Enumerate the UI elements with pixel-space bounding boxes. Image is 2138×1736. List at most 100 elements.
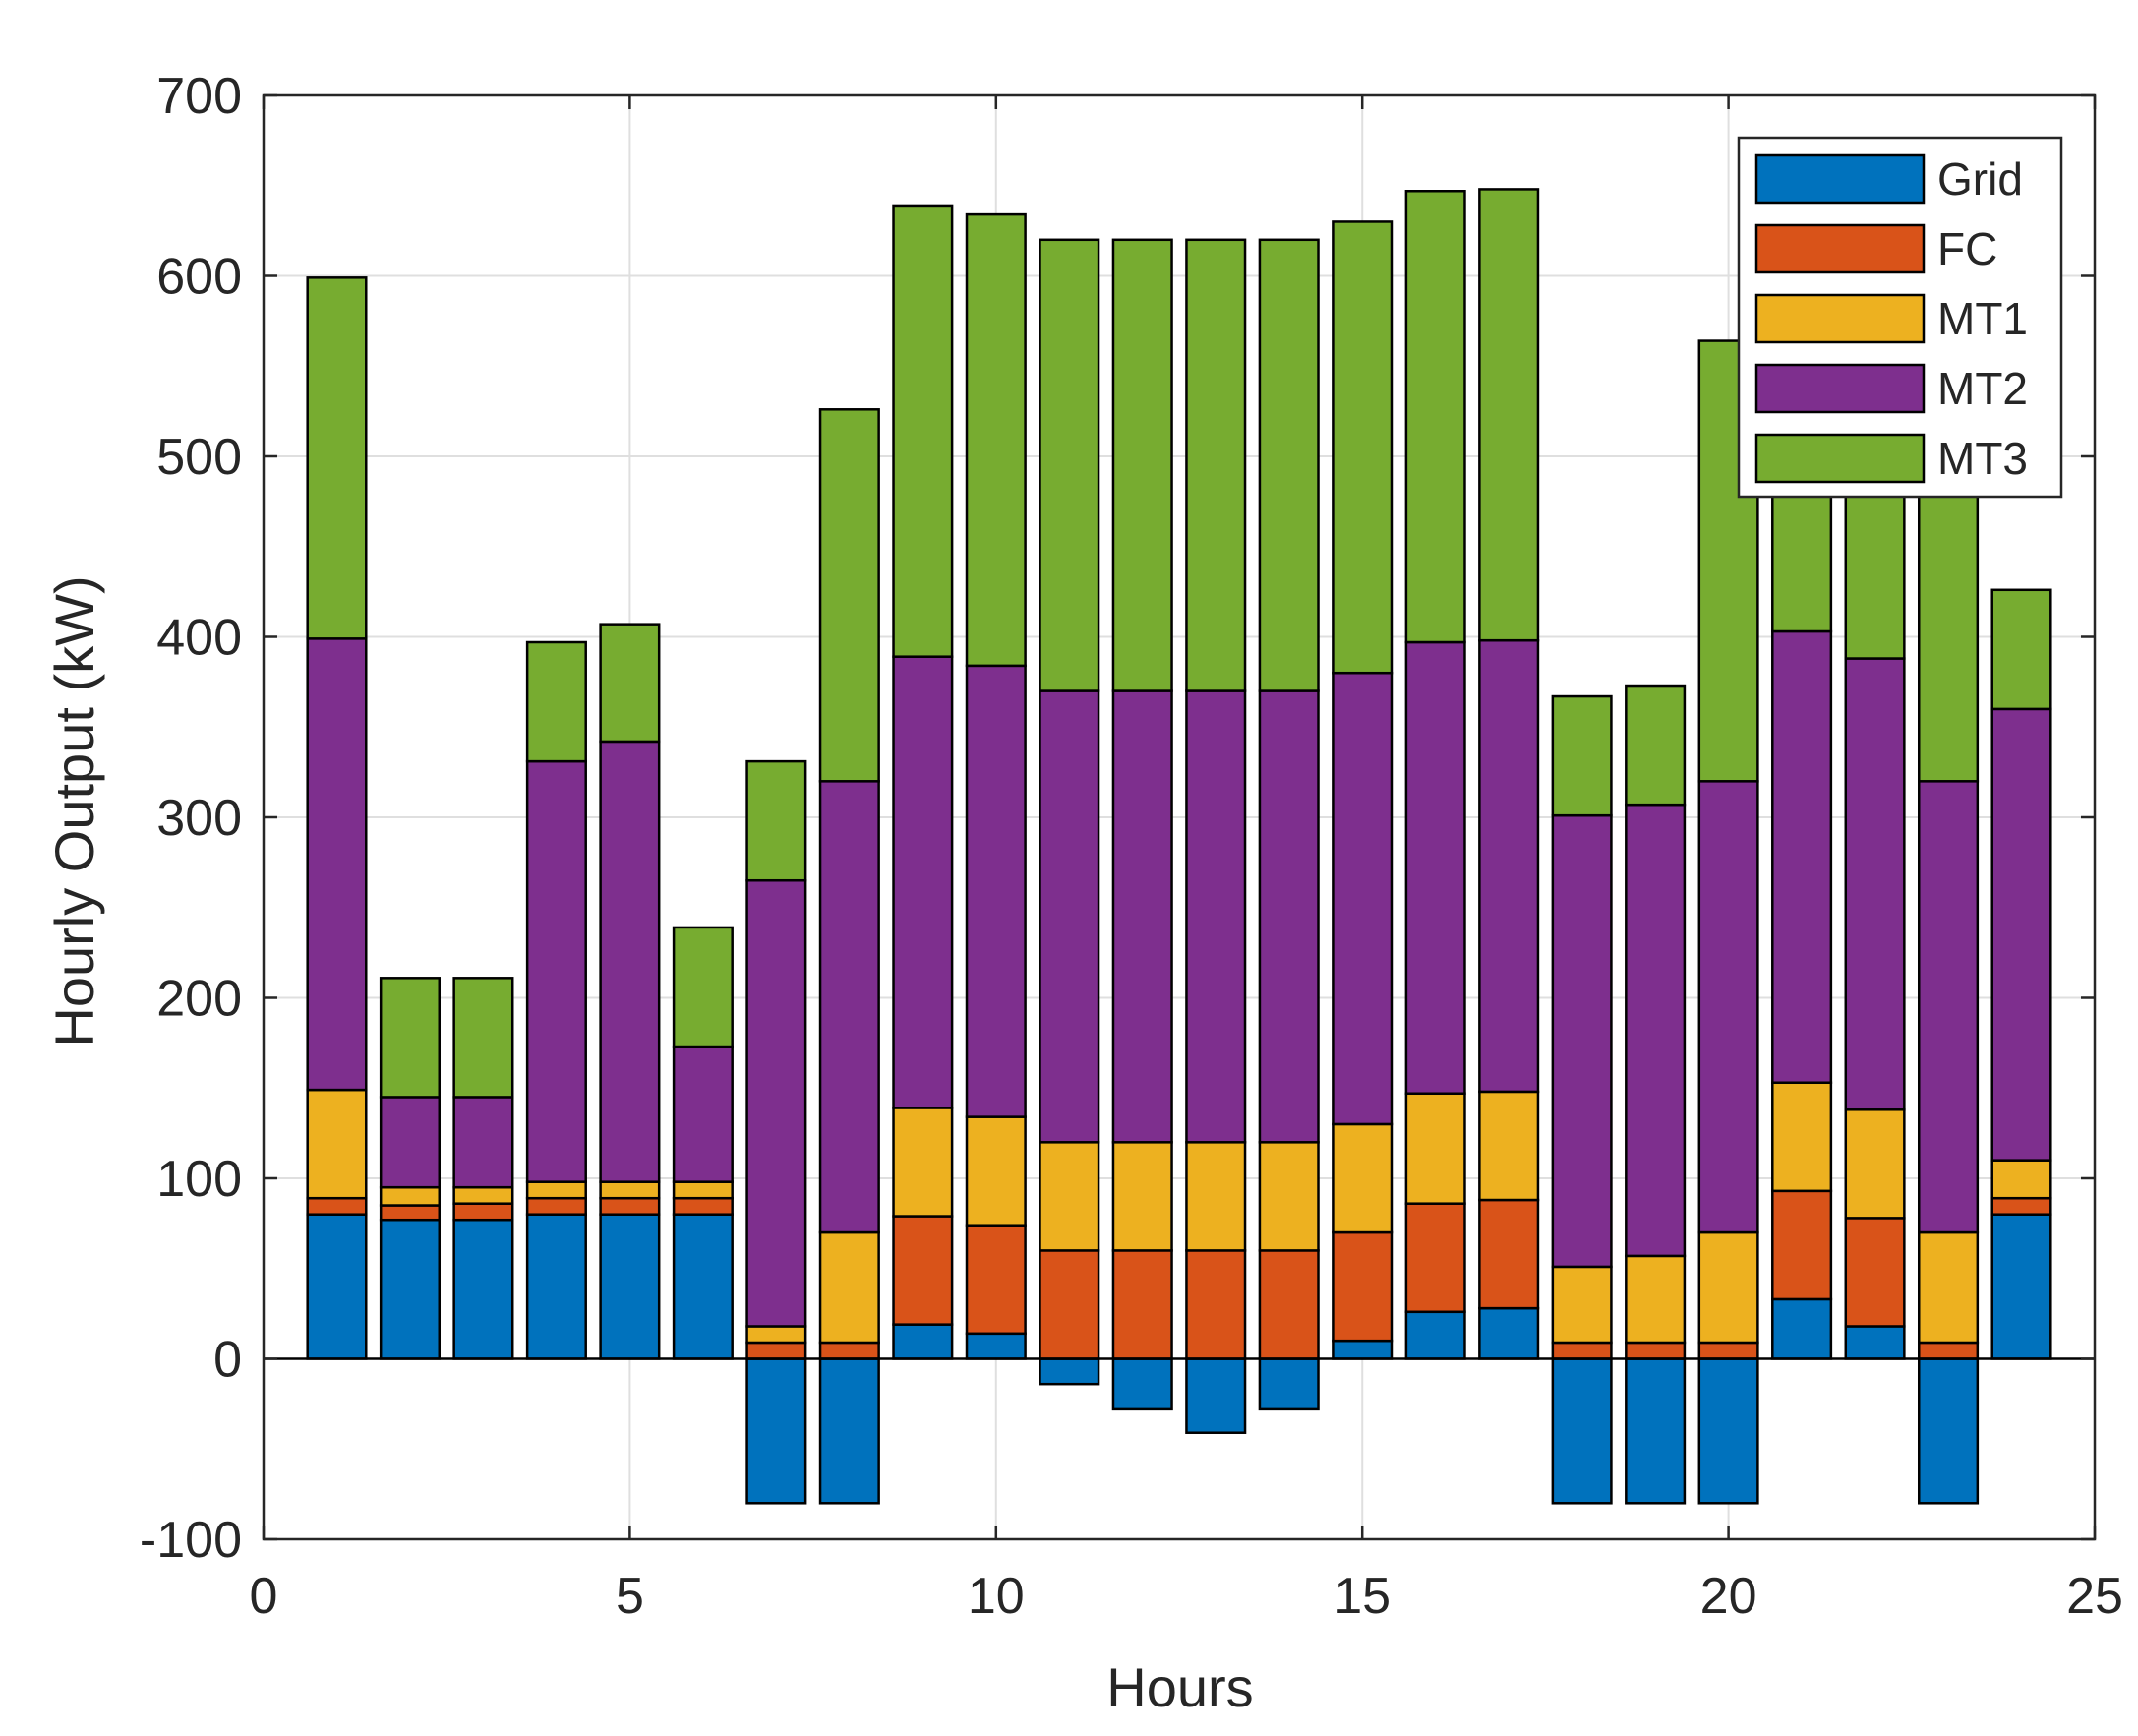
bar-mt3-hour-13 — [1185, 238, 1247, 692]
bar-fc-hour-8 — [818, 1341, 880, 1360]
bar-mt1-hour-21 — [1771, 1081, 1833, 1193]
bar-mt3-hour-8 — [818, 408, 880, 783]
bar-mt1-hour-23 — [1917, 1230, 1980, 1345]
bar-mt1-hour-10 — [965, 1115, 1027, 1227]
bar-mt3-hour-11 — [1039, 238, 1100, 692]
bar-grid-hour-11 — [1039, 1357, 1100, 1386]
bar-mt3-hour-6 — [672, 926, 734, 1048]
bar-grid-hour-4 — [525, 1213, 587, 1360]
y-tick-label: 400 — [156, 610, 242, 667]
bar-grid-hour-1 — [306, 1213, 368, 1360]
bar-mt3-hour-9 — [892, 204, 954, 658]
x-tick-label: 20 — [1700, 1568, 1757, 1625]
bar-mt1-hour-18 — [1551, 1265, 1613, 1345]
bar-fc-hour-23 — [1917, 1341, 1980, 1360]
bar-grid-hour-10 — [965, 1332, 1027, 1360]
bar-grid-hour-2 — [379, 1218, 442, 1360]
bar-mt2-hour-14 — [1258, 689, 1320, 1144]
bar-grid-hour-18 — [1551, 1357, 1613, 1505]
bar-grid-hour-19 — [1625, 1357, 1687, 1505]
bar-mt1-hour-9 — [892, 1107, 954, 1218]
bar-grid-hour-5 — [599, 1213, 661, 1360]
bar-fc-hour-4 — [525, 1196, 587, 1216]
bar-mt1-hour-24 — [1990, 1159, 2052, 1200]
bar-mt2-hour-10 — [965, 664, 1027, 1118]
bar-mt2-hour-5 — [599, 740, 661, 1183]
x-tick-label: 0 — [250, 1568, 278, 1625]
bar-mt2-hour-24 — [1990, 707, 2052, 1162]
bar-fc-hour-22 — [1844, 1217, 1906, 1328]
legend-label-mt2: MT2 — [1937, 363, 2028, 414]
bar-mt3-hour-4 — [525, 640, 587, 763]
bar-grid-hour-3 — [452, 1218, 514, 1360]
bar-mt1-hour-13 — [1185, 1141, 1247, 1252]
bar-grid-hour-15 — [1332, 1339, 1394, 1360]
legend-label-mt3: MT3 — [1937, 433, 2028, 484]
bar-grid-hour-9 — [892, 1323, 954, 1360]
bar-fc-hour-13 — [1185, 1249, 1247, 1360]
bar-fc-hour-14 — [1258, 1249, 1320, 1360]
bar-mt2-hour-7 — [745, 878, 807, 1328]
bar-mt2-hour-13 — [1185, 689, 1247, 1144]
bar-mt2-hour-8 — [818, 780, 880, 1234]
bar-mt1-hour-8 — [818, 1230, 880, 1345]
bar-fc-hour-7 — [745, 1341, 807, 1360]
bar-fc-hour-18 — [1551, 1341, 1613, 1360]
y-tick-label: 100 — [156, 1151, 242, 1208]
bar-fc-hour-24 — [1990, 1196, 2052, 1216]
y-tick-label: 300 — [156, 790, 242, 847]
bar-fc-hour-1 — [306, 1196, 368, 1216]
bar-mt1-hour-15 — [1332, 1122, 1394, 1234]
bar-mt3-hour-10 — [965, 212, 1027, 668]
bar-grid-hour-22 — [1844, 1325, 1906, 1360]
bar-mt3-hour-3 — [452, 977, 514, 1099]
bar-grid-hour-14 — [1258, 1357, 1320, 1411]
legend-swatch-grid — [1754, 153, 1926, 205]
bar-fc-hour-12 — [1111, 1249, 1173, 1360]
legend-label-mt1: MT1 — [1937, 293, 2028, 344]
bar-grid-hour-24 — [1990, 1213, 2052, 1360]
bar-grid-hour-13 — [1185, 1357, 1247, 1434]
bar-mt2-hour-12 — [1111, 689, 1173, 1144]
legend-label-grid: Grid — [1937, 153, 2023, 205]
legend: Grid FC MT1 MT2 MT3 — [1737, 136, 2063, 499]
x-axis-title: Hours — [1106, 1656, 1253, 1718]
bar-grid-hour-12 — [1111, 1357, 1173, 1411]
bar-mt1-hour-11 — [1039, 1141, 1100, 1252]
bar-grid-hour-6 — [672, 1213, 734, 1360]
bar-mt1-hour-20 — [1697, 1230, 1759, 1345]
bar-mt2-hour-6 — [672, 1045, 734, 1183]
bar-mt3-hour-7 — [745, 759, 807, 882]
bar-mt2-hour-22 — [1844, 657, 1906, 1111]
bar-fc-hour-17 — [1478, 1198, 1540, 1310]
bar-mt2-hour-9 — [892, 655, 954, 1109]
legend-swatch-fc — [1754, 223, 1926, 274]
bar-fc-hour-10 — [965, 1224, 1027, 1336]
bar-fc-hour-3 — [452, 1202, 514, 1222]
bar-mt2-hour-11 — [1039, 689, 1100, 1144]
bar-fc-hour-16 — [1404, 1202, 1466, 1314]
y-tick-label: 500 — [156, 429, 242, 486]
bar-fc-hour-15 — [1332, 1230, 1394, 1343]
legend-swatch-mt1 — [1754, 293, 1926, 344]
bar-mt3-hour-24 — [1990, 588, 2052, 711]
bar-mt1-hour-4 — [525, 1180, 587, 1200]
bar-mt2-hour-16 — [1404, 640, 1466, 1096]
bar-mt2-hour-19 — [1625, 803, 1687, 1258]
bar-fc-hour-2 — [379, 1204, 442, 1222]
bar-mt3-hour-17 — [1478, 188, 1540, 642]
bar-mt1-hour-22 — [1844, 1108, 1906, 1220]
y-tick-label: 600 — [156, 249, 242, 306]
bar-grid-hour-21 — [1771, 1297, 1833, 1360]
y-tick-label: 0 — [213, 1332, 242, 1389]
bar-mt2-hour-17 — [1478, 638, 1540, 1094]
bar-mt1-hour-19 — [1625, 1254, 1687, 1345]
bar-mt3-hour-1 — [306, 276, 368, 640]
bar-mt1-hour-12 — [1111, 1141, 1173, 1252]
bar-fc-hour-5 — [599, 1196, 661, 1216]
bar-fc-hour-9 — [892, 1215, 954, 1326]
y-tick-label: -100 — [140, 1512, 242, 1569]
bar-mt1-hour-1 — [306, 1088, 368, 1200]
bar-fc-hour-19 — [1625, 1341, 1687, 1360]
